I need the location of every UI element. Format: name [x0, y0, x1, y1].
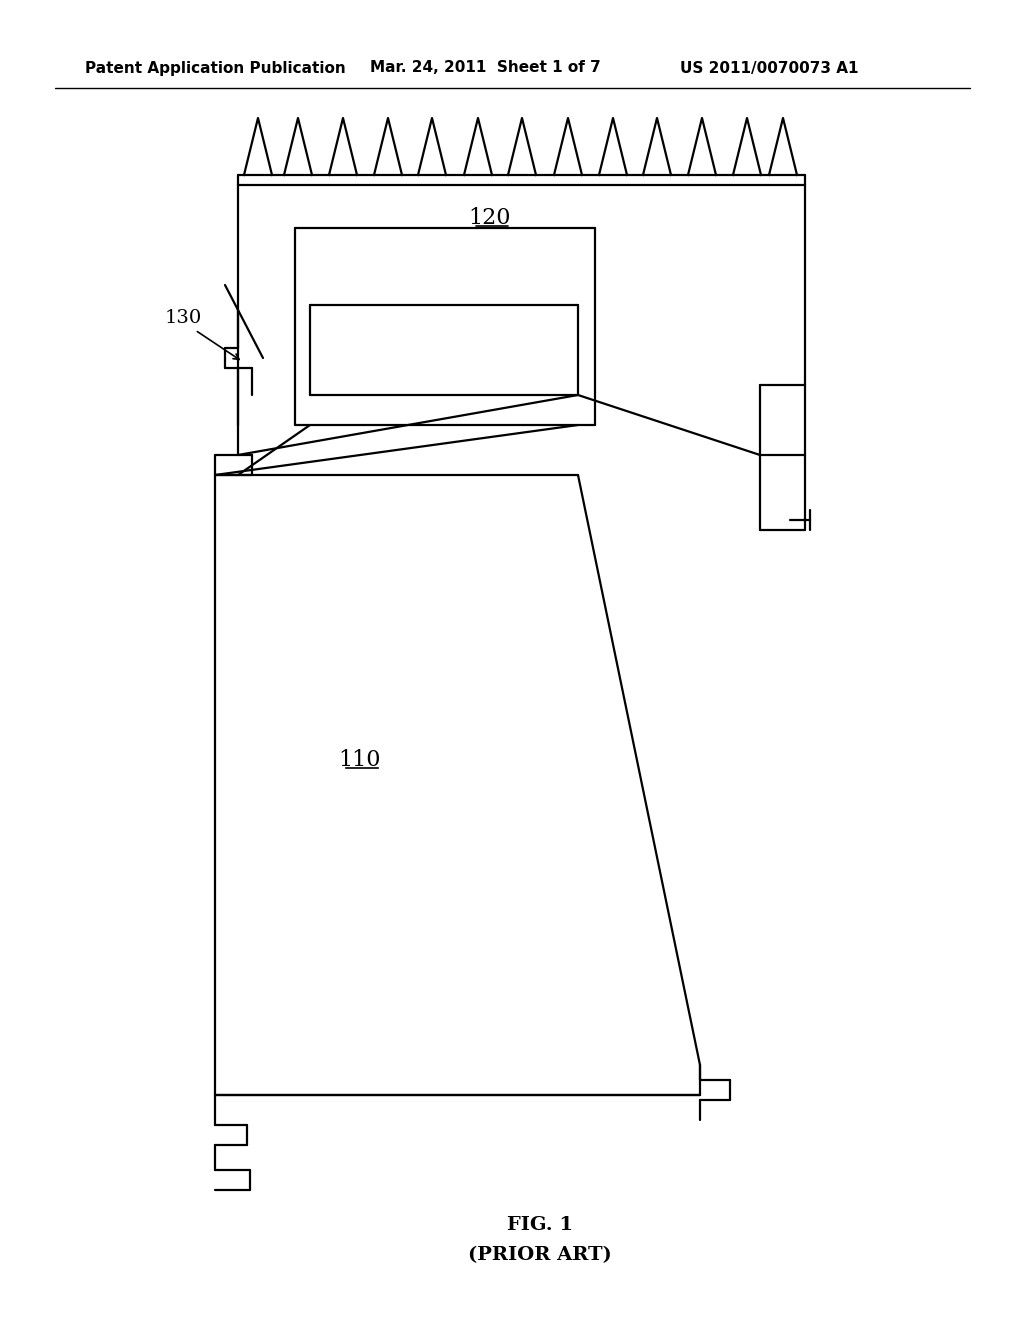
Text: Mar. 24, 2011  Sheet 1 of 7: Mar. 24, 2011 Sheet 1 of 7 — [370, 61, 601, 75]
Text: 110: 110 — [339, 748, 381, 771]
Text: US 2011/0070073 A1: US 2011/0070073 A1 — [680, 61, 858, 75]
Text: Patent Application Publication: Patent Application Publication — [85, 61, 346, 75]
Text: 130: 130 — [165, 309, 203, 327]
Text: 120: 120 — [469, 207, 511, 228]
Text: (PRIOR ART): (PRIOR ART) — [468, 1246, 612, 1265]
Text: FIG. 1: FIG. 1 — [507, 1216, 573, 1234]
